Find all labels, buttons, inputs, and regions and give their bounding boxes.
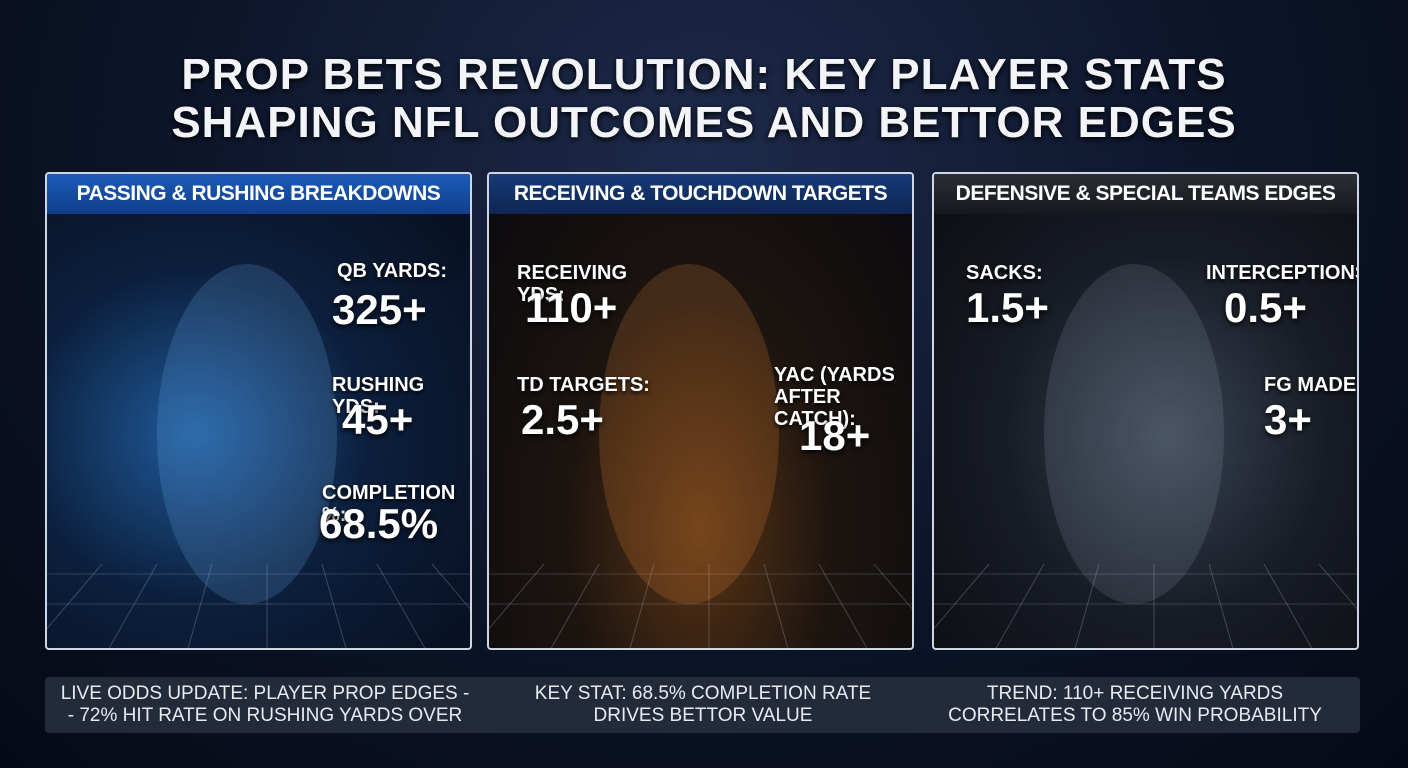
- stat-label: RUSHING YDS:: [332, 374, 425, 418]
- title-line: PROP BETS REVOLUTION: KEY PLAYER STATS: [181, 50, 1227, 99]
- stat-value: 1.5+: [966, 284, 1049, 331]
- stat-value: 18+: [799, 412, 871, 459]
- footer-line: TREND: 110+ RECEIVING YARDS: [986, 683, 1284, 704]
- footer-bar: LIVE ODDS UPDATE: PLAYER PROP EDGES -- 7…: [45, 677, 1360, 733]
- stat-label: INTERCEPTIONS:: [1206, 262, 1359, 284]
- footer-line: KEY STAT: 68.5% COMPLETION RATE: [534, 683, 872, 704]
- stat-value: 2.5+: [521, 396, 604, 443]
- footer-note: LIVE ODDS UPDATE: PLAYER PROP EDGES -- 7…: [55, 683, 475, 727]
- field-decoration: [934, 264, 1357, 648]
- field-decoration: [47, 264, 470, 648]
- stat-label: RECEIVING YDS:: [517, 262, 628, 306]
- footer-line: DRIVES BETTOR VALUE: [593, 705, 813, 726]
- stat-label: TD TARGETS:: [517, 374, 650, 396]
- footer-note: TREND: 110+ RECEIVING YARDS CORRELATES TO…: [925, 683, 1345, 727]
- footer-line: LIVE ODDS UPDATE: PLAYER PROP EDGES -: [60, 683, 470, 704]
- footer-note: KEY STAT: 68.5% COMPLETION RATE DRIVES BE…: [493, 683, 913, 727]
- panel: DEFENSIVE & SPECIAL TEAMS EDGES SACKS: 1.5…: [932, 172, 1359, 650]
- stat-value: 3+: [1264, 396, 1312, 443]
- footer-line: - 72% HIT RATE ON RUSHING YARDS OVER: [67, 705, 463, 726]
- panel: PASSING & RUSHING BREAKDOWNS QB YARDS: 325…: [45, 172, 472, 650]
- stat-value: 0.5+: [1224, 284, 1307, 331]
- panel-heading: PASSING & RUSHING BREAKDOWNS: [47, 174, 470, 214]
- stat-label: FG MADE:: [1264, 374, 1359, 396]
- stat-label: QB YARDS:: [337, 260, 448, 282]
- stat-label: YAC (YARDS AFTER CATCH):: [774, 364, 895, 430]
- title-line: SHAPING NFL OUTCOMES AND BETTOR EDGES: [171, 98, 1237, 147]
- stat-label: COMPLETION %:: [322, 482, 456, 526]
- panel-heading: DEFENSIVE & SPECIAL TEAMS EDGES: [934, 174, 1357, 214]
- stat-label: SACKS:: [966, 262, 1043, 284]
- stat-value: 110+: [525, 284, 618, 331]
- stat-value: 45+: [342, 396, 414, 443]
- footer-line: CORRELATES TO 85% WIN PROBABILITY: [948, 705, 1322, 726]
- panel: RECEIVING & TOUCHDOWN TARGETS RECEIVING Y…: [487, 172, 914, 650]
- panel-heading: RECEIVING & TOUCHDOWN TARGETS: [489, 174, 912, 214]
- stat-value: 325+: [332, 286, 427, 333]
- stat-value: 68.5%: [319, 500, 439, 547]
- field-decoration: [489, 264, 912, 648]
